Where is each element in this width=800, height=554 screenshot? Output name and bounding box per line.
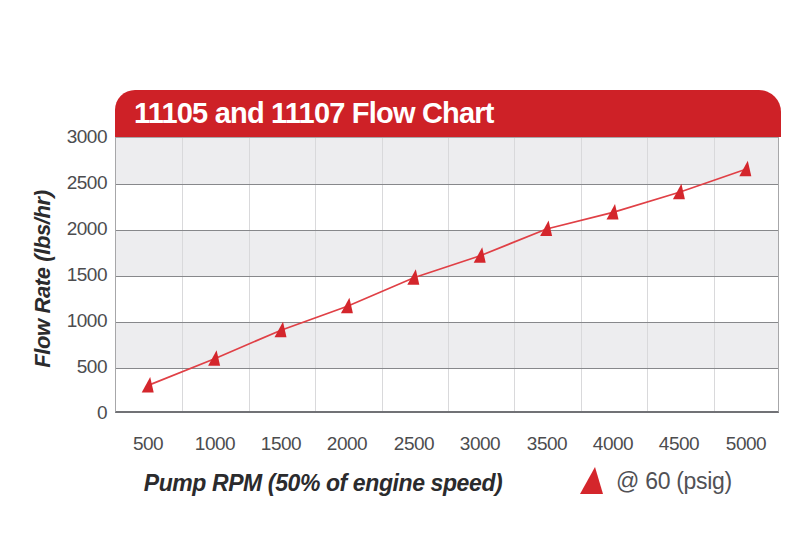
flow-chart-figure: 11105 and 11107 Flow Chart 0500100015002… bbox=[0, 0, 800, 554]
flow-rate-series bbox=[115, 137, 779, 413]
y-tick-label: 3000 bbox=[0, 126, 107, 148]
x-tick-label: 1000 bbox=[182, 433, 248, 455]
data-point-triangle bbox=[208, 350, 220, 366]
x-tick-label: 4000 bbox=[580, 433, 646, 455]
data-point-triangle bbox=[275, 322, 287, 338]
data-point-triangle bbox=[673, 184, 685, 200]
x-tick-label: 3500 bbox=[514, 433, 580, 455]
series-line bbox=[148, 169, 746, 385]
x-tick-label: 2500 bbox=[381, 433, 447, 455]
data-point-triangle bbox=[474, 247, 486, 263]
legend: @ 60 (psig) bbox=[579, 466, 732, 496]
y-axis-title: Flow Rate (lbs/hr) bbox=[30, 189, 56, 369]
x-tick-label: 2000 bbox=[314, 433, 380, 455]
chart-title: 11105 and 11107 Flow Chart bbox=[134, 96, 494, 129]
data-point-triangle bbox=[407, 269, 419, 285]
legend-label: @ 60 (psig) bbox=[616, 468, 732, 495]
data-point-triangle bbox=[540, 221, 552, 237]
triangle-marker-icon bbox=[579, 466, 607, 496]
x-tick-label: 1500 bbox=[248, 433, 314, 455]
series-markers bbox=[142, 161, 752, 393]
data-point-triangle bbox=[607, 204, 619, 220]
x-tick-label: 3000 bbox=[447, 433, 513, 455]
x-axis-title: Pump RPM (50% of engine speed) bbox=[143, 470, 503, 497]
chart-title-banner: 11105 and 11107 Flow Chart bbox=[115, 90, 781, 137]
x-tick-label: 500 bbox=[115, 433, 181, 455]
data-point-triangle bbox=[739, 161, 751, 177]
x-tick-label: 5000 bbox=[713, 433, 779, 455]
y-tick-label: 0 bbox=[0, 402, 107, 424]
data-point-triangle bbox=[341, 298, 353, 314]
data-point-triangle bbox=[142, 377, 154, 393]
x-tick-label: 4500 bbox=[646, 433, 712, 455]
